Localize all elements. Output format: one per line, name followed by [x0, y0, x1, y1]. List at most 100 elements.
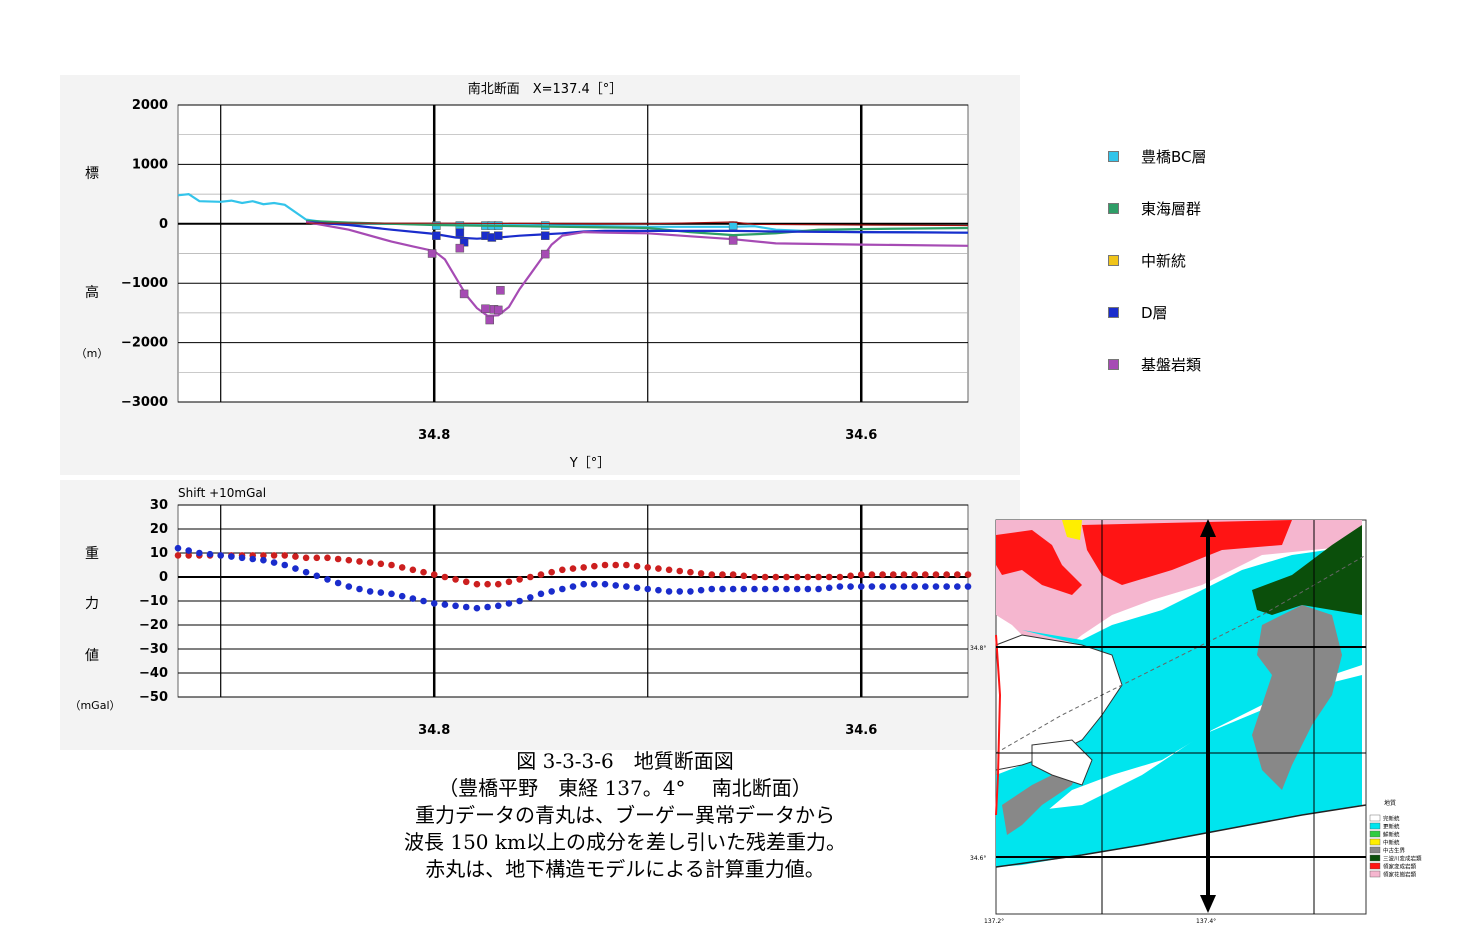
data-point-計算重力値: [719, 571, 726, 578]
map-legend-label: 領家変成岩類: [1383, 863, 1417, 871]
data-point-残差重力: [676, 588, 684, 595]
legend-item: 中新統: [1108, 250, 1186, 271]
y-axis-label-1: 標: [85, 166, 99, 182]
data-point-計算重力値: [783, 573, 790, 581]
data-point-残差重力: [217, 552, 225, 559]
map-boundary-line: [995, 634, 1002, 816]
data-point-計算重力値: [964, 571, 972, 578]
y-axis-label-2: 力: [85, 596, 99, 612]
data-point-残差重力: [473, 604, 481, 612]
map-fault-line: [995, 554, 1367, 754]
data-point-計算重力値: [900, 571, 908, 578]
data-point-残差重力: [911, 583, 918, 590]
data-point-計算重力値: [612, 561, 620, 569]
data-point-計算重力値: [409, 566, 417, 574]
data-point-基盤岩類: [485, 315, 494, 325]
data-point-残差重力: [591, 580, 598, 588]
map-region-sanbagawa: [1252, 525, 1362, 615]
data-point-残差重力: [260, 556, 267, 564]
data-point-残差重力: [526, 594, 534, 601]
data-point-計算重力値: [420, 568, 427, 576]
data-point-計算重力値: [580, 564, 587, 571]
data-point-残差重力: [356, 585, 363, 593]
data-point-計算重力値: [687, 568, 694, 576]
map-legend-title: 地質: [1384, 799, 1396, 807]
legend-item: D層: [1108, 302, 1168, 323]
data-point-残差重力: [452, 602, 459, 610]
data-point-計算重力値: [174, 552, 182, 559]
data-point-残差重力: [462, 603, 470, 611]
data-point-計算重力値: [825, 573, 833, 581]
data-point-計算重力値: [793, 573, 801, 581]
map-region-metamorphic: [1082, 520, 1292, 585]
legend-swatch: [1108, 359, 1119, 370]
data-point-残差重力: [196, 549, 203, 557]
data-point-計算重力値: [462, 578, 470, 586]
data-point-基盤岩類: [494, 305, 503, 315]
data-point-計算重力値: [430, 571, 438, 578]
data-point-計算重力値: [857, 571, 865, 578]
data-point-計算重力値: [473, 580, 481, 588]
data-point-計算重力値: [441, 573, 449, 581]
data-point-残差重力: [687, 588, 694, 595]
map-lat-label: 34.8°: [970, 645, 986, 652]
map-legend-swatch: [1369, 862, 1381, 870]
legend-swatch: [1108, 255, 1119, 266]
data-point-残差重力: [420, 597, 427, 605]
map-legend-swatch: [1369, 830, 1381, 838]
legend-swatch: [1108, 151, 1119, 162]
section-arrow-head-top: [1200, 519, 1216, 537]
data-point-計算重力値: [452, 576, 459, 583]
data-point-計算重力値: [932, 571, 940, 578]
data-point-計算重力値: [889, 571, 897, 578]
series-line-東海層群: [306, 219, 969, 237]
data-point-残差重力: [228, 553, 235, 560]
data-point-計算重力値: [366, 559, 374, 566]
data-point-計算重力値: [761, 573, 769, 581]
data-point-計算重力値: [484, 580, 491, 588]
data-point-計算重力値: [601, 561, 609, 569]
map-legend-label: 完新統: [1383, 815, 1400, 823]
y-tick-label: −40: [139, 666, 168, 681]
data-point-計算重力値: [954, 571, 961, 578]
data-point-計算重力値: [676, 567, 684, 575]
data-point-計算重力値: [911, 571, 918, 578]
data-point-計算重力値: [868, 571, 876, 578]
data-point-残差重力: [921, 583, 929, 590]
map-region-metamorphic: [996, 530, 1082, 595]
x-tick-label: 34.8: [418, 723, 450, 738]
map-legend-label: 中新統: [1383, 839, 1400, 847]
data-point-残差重力: [932, 583, 940, 590]
y-tick-label: 30: [150, 498, 168, 513]
caption-line: 波長 150 km以上の成分を差し引いた残差重力。: [404, 830, 846, 854]
data-point-計算重力値: [751, 573, 758, 581]
data-point-残差重力: [740, 585, 748, 593]
y-tick-label: −30: [139, 642, 168, 657]
chart-title: 南北断面 X=137.4［°］: [468, 81, 623, 97]
data-point-残差重力: [569, 583, 577, 590]
data-point-計算重力値: [847, 572, 854, 580]
data-point-残差重力: [708, 585, 716, 593]
data-point-計算重力値: [260, 552, 267, 559]
y-tick-label: 10: [150, 546, 168, 561]
data-point-計算重力値: [879, 571, 886, 578]
legend-label: D層: [1141, 304, 1168, 322]
data-point-残差重力: [783, 585, 790, 593]
data-point-計算重力値: [281, 552, 289, 559]
map-region-holocene: [1031, 739, 1093, 786]
data-point-残差重力: [943, 583, 950, 590]
y-tick-label: 20: [150, 522, 168, 537]
data-point-計算重力値: [772, 573, 780, 581]
data-point-D層: [455, 228, 465, 237]
caption-line: （豊橋平野 東経 137。4° 南北断面）: [438, 776, 812, 800]
data-point-残差重力: [751, 585, 758, 593]
data-point-計算重力値: [494, 580, 502, 588]
data-point-残差重力: [580, 580, 587, 588]
map-region-granite: [996, 520, 1362, 655]
map-legend-swatch: [1369, 838, 1381, 846]
map-legend-swatch: [1369, 870, 1381, 878]
legend-swatch: [1108, 203, 1119, 214]
data-point-計算重力値: [644, 564, 652, 571]
legend-label: 東海層群: [1141, 200, 1202, 218]
